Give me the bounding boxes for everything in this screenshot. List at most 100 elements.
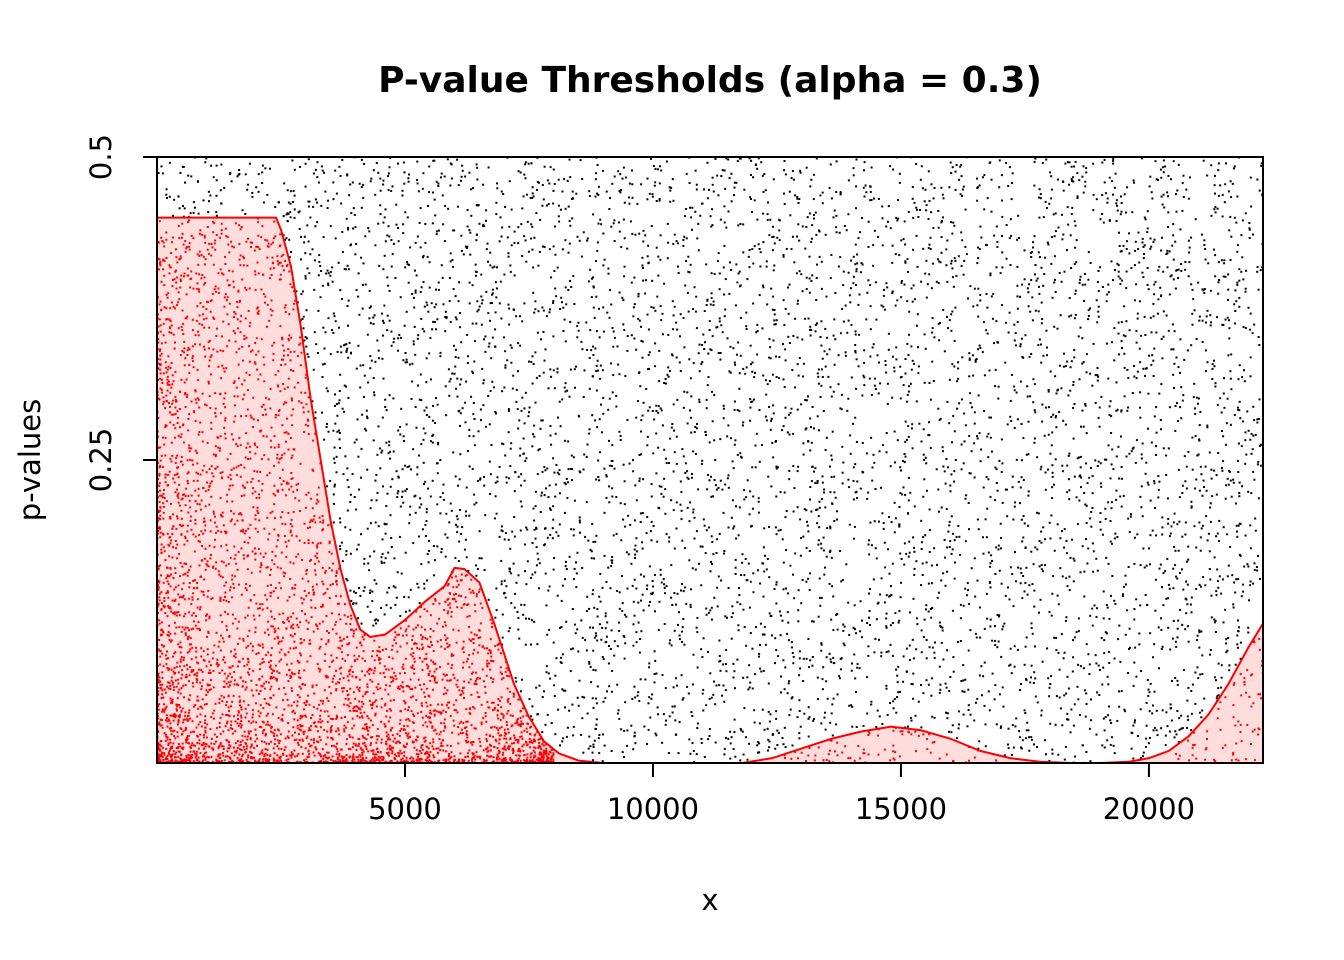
data-point <box>588 428 591 431</box>
data-point <box>305 699 308 702</box>
data-point <box>968 435 971 437</box>
data-point <box>652 165 655 167</box>
data-point <box>418 398 421 401</box>
data-point <box>1030 736 1033 739</box>
data-point <box>488 342 491 345</box>
data-point <box>658 485 661 488</box>
data-point <box>558 523 561 526</box>
data-point <box>1237 378 1240 381</box>
data-point <box>1184 480 1187 483</box>
data-point <box>920 541 923 544</box>
data-point <box>357 272 360 275</box>
data-point <box>632 623 635 626</box>
data-point <box>1232 704 1235 707</box>
data-point <box>626 744 629 747</box>
data-point <box>283 452 286 455</box>
data-point <box>261 608 264 611</box>
data-point <box>1099 521 1102 523</box>
data-point <box>320 270 323 272</box>
data-point <box>844 304 847 307</box>
data-point <box>1206 730 1209 733</box>
data-point <box>307 200 310 203</box>
data-point <box>1181 484 1184 487</box>
data-point <box>1135 439 1138 442</box>
data-point <box>675 501 678 504</box>
data-point <box>734 304 737 307</box>
data-point <box>1235 221 1238 224</box>
data-point <box>1200 473 1203 476</box>
data-point <box>182 205 184 207</box>
data-point <box>195 471 198 474</box>
data-point <box>234 332 237 335</box>
data-point <box>1007 185 1010 187</box>
data-point <box>907 476 910 479</box>
data-point <box>890 593 893 596</box>
data-point <box>534 401 537 404</box>
data-point <box>202 255 205 258</box>
data-point <box>967 502 970 504</box>
data-point <box>925 657 928 660</box>
data-point <box>215 561 218 564</box>
data-point <box>402 435 405 438</box>
data-point <box>507 408 510 411</box>
data-point <box>388 440 391 443</box>
data-point <box>638 651 641 654</box>
data-point <box>472 372 474 375</box>
data-point <box>367 227 370 230</box>
data-point <box>890 585 892 588</box>
data-point <box>974 632 977 635</box>
data-point <box>362 742 365 745</box>
data-point <box>924 534 927 537</box>
data-point <box>817 543 820 546</box>
data-point <box>707 526 710 529</box>
data-point <box>218 449 221 452</box>
data-point <box>1072 407 1075 409</box>
data-point <box>965 253 968 256</box>
data-point <box>654 610 656 613</box>
data-point <box>1133 375 1136 378</box>
data-point <box>820 384 823 387</box>
data-point <box>287 201 290 204</box>
data-point <box>1246 669 1249 672</box>
data-point <box>1160 629 1163 631</box>
data-point <box>414 686 417 689</box>
data-point <box>339 548 342 551</box>
data-point <box>417 678 420 681</box>
data-point <box>183 543 186 546</box>
data-point <box>1038 188 1041 191</box>
data-point <box>507 630 510 633</box>
data-point <box>858 333 861 336</box>
data-point <box>501 672 503 675</box>
data-point <box>1078 179 1081 182</box>
data-point <box>1062 180 1065 183</box>
data-point <box>791 652 794 654</box>
data-point <box>1223 377 1225 380</box>
data-point <box>847 213 850 216</box>
data-point <box>543 246 546 249</box>
data-point <box>1124 710 1127 713</box>
data-point <box>957 255 960 258</box>
data-point <box>1227 190 1230 193</box>
data-point <box>1133 181 1135 184</box>
data-point <box>1240 595 1243 598</box>
data-point <box>863 349 866 352</box>
data-point <box>387 189 390 192</box>
data-point <box>714 459 717 461</box>
data-point <box>705 407 708 410</box>
data-point <box>1131 392 1134 394</box>
data-point <box>483 476 486 478</box>
data-point <box>291 672 294 675</box>
data-point <box>599 377 602 380</box>
data-point <box>185 378 188 381</box>
data-point <box>319 721 322 724</box>
data-point <box>553 695 556 697</box>
data-point <box>421 187 424 190</box>
data-point <box>347 396 350 399</box>
data-point <box>208 339 211 342</box>
data-point <box>1011 475 1014 478</box>
data-point <box>454 475 457 478</box>
data-point <box>1149 682 1152 685</box>
data-point <box>431 726 434 729</box>
data-point <box>1250 432 1253 435</box>
data-point <box>661 674 664 676</box>
